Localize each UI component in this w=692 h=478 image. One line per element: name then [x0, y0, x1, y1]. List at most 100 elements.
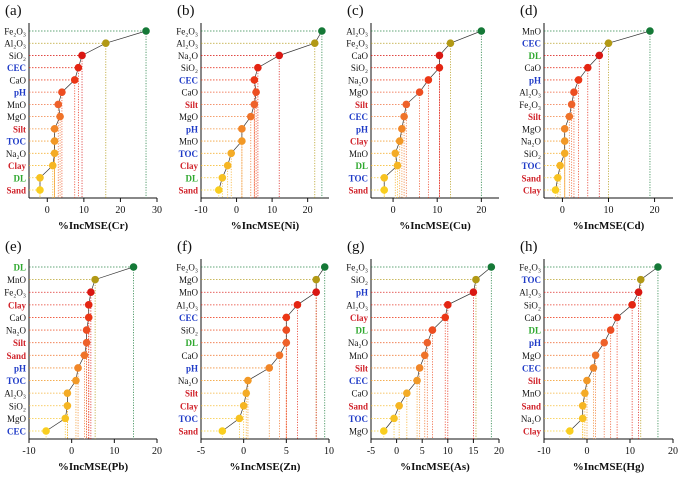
data-point	[82, 326, 91, 334]
data-point	[48, 161, 57, 170]
y-tick-label: TOC	[7, 137, 26, 147]
y-tick-label: Sand	[348, 401, 368, 411]
data-point	[646, 27, 654, 35]
panel-title: (a)	[5, 3, 22, 19]
x-tick-label: 10	[79, 205, 89, 216]
y-tick-label: Fe₂O₃	[346, 263, 368, 273]
y-tick-label: CEC	[7, 427, 26, 437]
y-tick-label: SiO₂	[351, 275, 368, 285]
y-tick-label: Silt	[13, 124, 26, 134]
data-point	[63, 389, 72, 397]
y-tick-label: CEC	[349, 112, 368, 122]
y-tick-label: pH	[356, 288, 368, 298]
y-tick-label: Al₂O₃	[4, 39, 26, 49]
data-point	[583, 376, 591, 385]
data-point	[393, 161, 402, 170]
y-tick-label: MnO	[7, 100, 27, 110]
y-tick-label: Na₂O	[521, 414, 542, 424]
data-point	[583, 63, 592, 72]
y-tick-label: Na₂O	[178, 376, 199, 386]
data-point	[595, 51, 604, 60]
x-tick-label: 20	[152, 446, 162, 457]
y-tick-label: MgO	[7, 414, 27, 424]
y-tick-label: Clay	[350, 137, 369, 147]
y-tick-label: MnO	[179, 288, 199, 298]
data-point	[275, 351, 284, 360]
data-point	[413, 376, 421, 385]
y-tick-label: CaO	[10, 75, 27, 85]
y-tick-label: MnO	[349, 351, 369, 361]
y-tick-label: Na₂O	[348, 338, 369, 348]
data-point	[566, 427, 574, 435]
y-tick-label: Clay	[523, 427, 542, 437]
data-point	[634, 288, 643, 297]
data-point	[244, 376, 252, 385]
y-tick-label: CEC	[522, 363, 541, 373]
y-tick-label: MnO	[349, 149, 369, 159]
data-point	[252, 88, 260, 96]
y-tick-label: MgO	[7, 112, 27, 122]
data-point	[293, 301, 302, 309]
y-tick-label: Na₂O	[348, 75, 369, 85]
data-point	[560, 149, 569, 158]
data-point	[380, 186, 389, 194]
y-tick-label: Sand	[348, 186, 368, 196]
y-tick-label: TOC	[349, 173, 368, 183]
y-tick-label: CaO	[525, 313, 542, 323]
panel-title: (g)	[347, 239, 365, 255]
x-axis-label: %IncMSE(As)	[400, 461, 470, 473]
y-tick-label: CaO	[352, 389, 369, 399]
data-point	[600, 338, 608, 347]
data-point	[565, 112, 574, 121]
y-tick-label: Silt	[185, 100, 198, 110]
y-tick-label: DL	[528, 326, 541, 336]
y-tick-label: pH	[186, 363, 198, 373]
data-point	[218, 173, 227, 182]
panel-title: (h)	[520, 239, 538, 255]
data-point	[589, 364, 598, 372]
x-tick-label: 20	[668, 446, 678, 457]
data-point	[282, 326, 291, 334]
y-tick-label: Fe₂O₃	[519, 100, 541, 110]
data-point	[390, 414, 398, 423]
y-tick-label: Na₂O	[6, 326, 27, 336]
data-point	[91, 275, 99, 284]
data-point	[570, 88, 578, 96]
x-tick-label: 0	[391, 205, 396, 216]
x-tick-label: 10	[324, 446, 334, 457]
y-tick-label: pH	[14, 363, 26, 373]
data-point	[63, 401, 72, 410]
x-tick-label: 20	[494, 446, 504, 457]
y-tick-label: Sand	[6, 351, 26, 361]
data-point	[223, 161, 232, 170]
y-tick-label: SiO₂	[9, 51, 26, 61]
data-point	[235, 414, 244, 423]
data-point	[36, 173, 44, 182]
y-tick-label: CEC	[179, 313, 198, 323]
data-point	[246, 112, 255, 121]
data-point	[578, 414, 587, 423]
y-tick-label: DL	[185, 338, 198, 348]
data-point	[70, 76, 79, 84]
data-point	[250, 100, 259, 109]
x-tick-label: 5	[284, 446, 289, 457]
data-point	[636, 275, 645, 284]
y-tick-label: TOC	[349, 414, 368, 424]
x-tick-label: 20	[650, 205, 660, 216]
data-point	[84, 301, 93, 309]
panel-h: (h) -10 0 10 20 %IncMSE(Hg) Fe₂O₃ TOC Al₂O₃ SiO₂ C…	[519, 239, 678, 473]
y-tick-label: MnO	[522, 27, 542, 37]
x-tick-label: 0	[45, 205, 50, 216]
y-tick-label: TOC	[179, 414, 198, 424]
data-point	[380, 427, 388, 435]
x-tick-label: 5	[420, 446, 425, 457]
series-line	[218, 30, 323, 191]
y-tick-label: pH	[529, 75, 541, 85]
data-point	[444, 301, 452, 309]
y-tick-label: SiO₂	[181, 326, 198, 336]
data-point	[312, 275, 321, 284]
y-tick-label: Silt	[528, 112, 541, 122]
y-tick-label: TOC	[522, 275, 541, 285]
panel-c: (c) 0 10 20 %IncMSE(Cu) Al₂O₃ Fe₂O₃ CaO SiO₂ Na₂O…	[346, 3, 499, 232]
data-point	[72, 376, 80, 385]
